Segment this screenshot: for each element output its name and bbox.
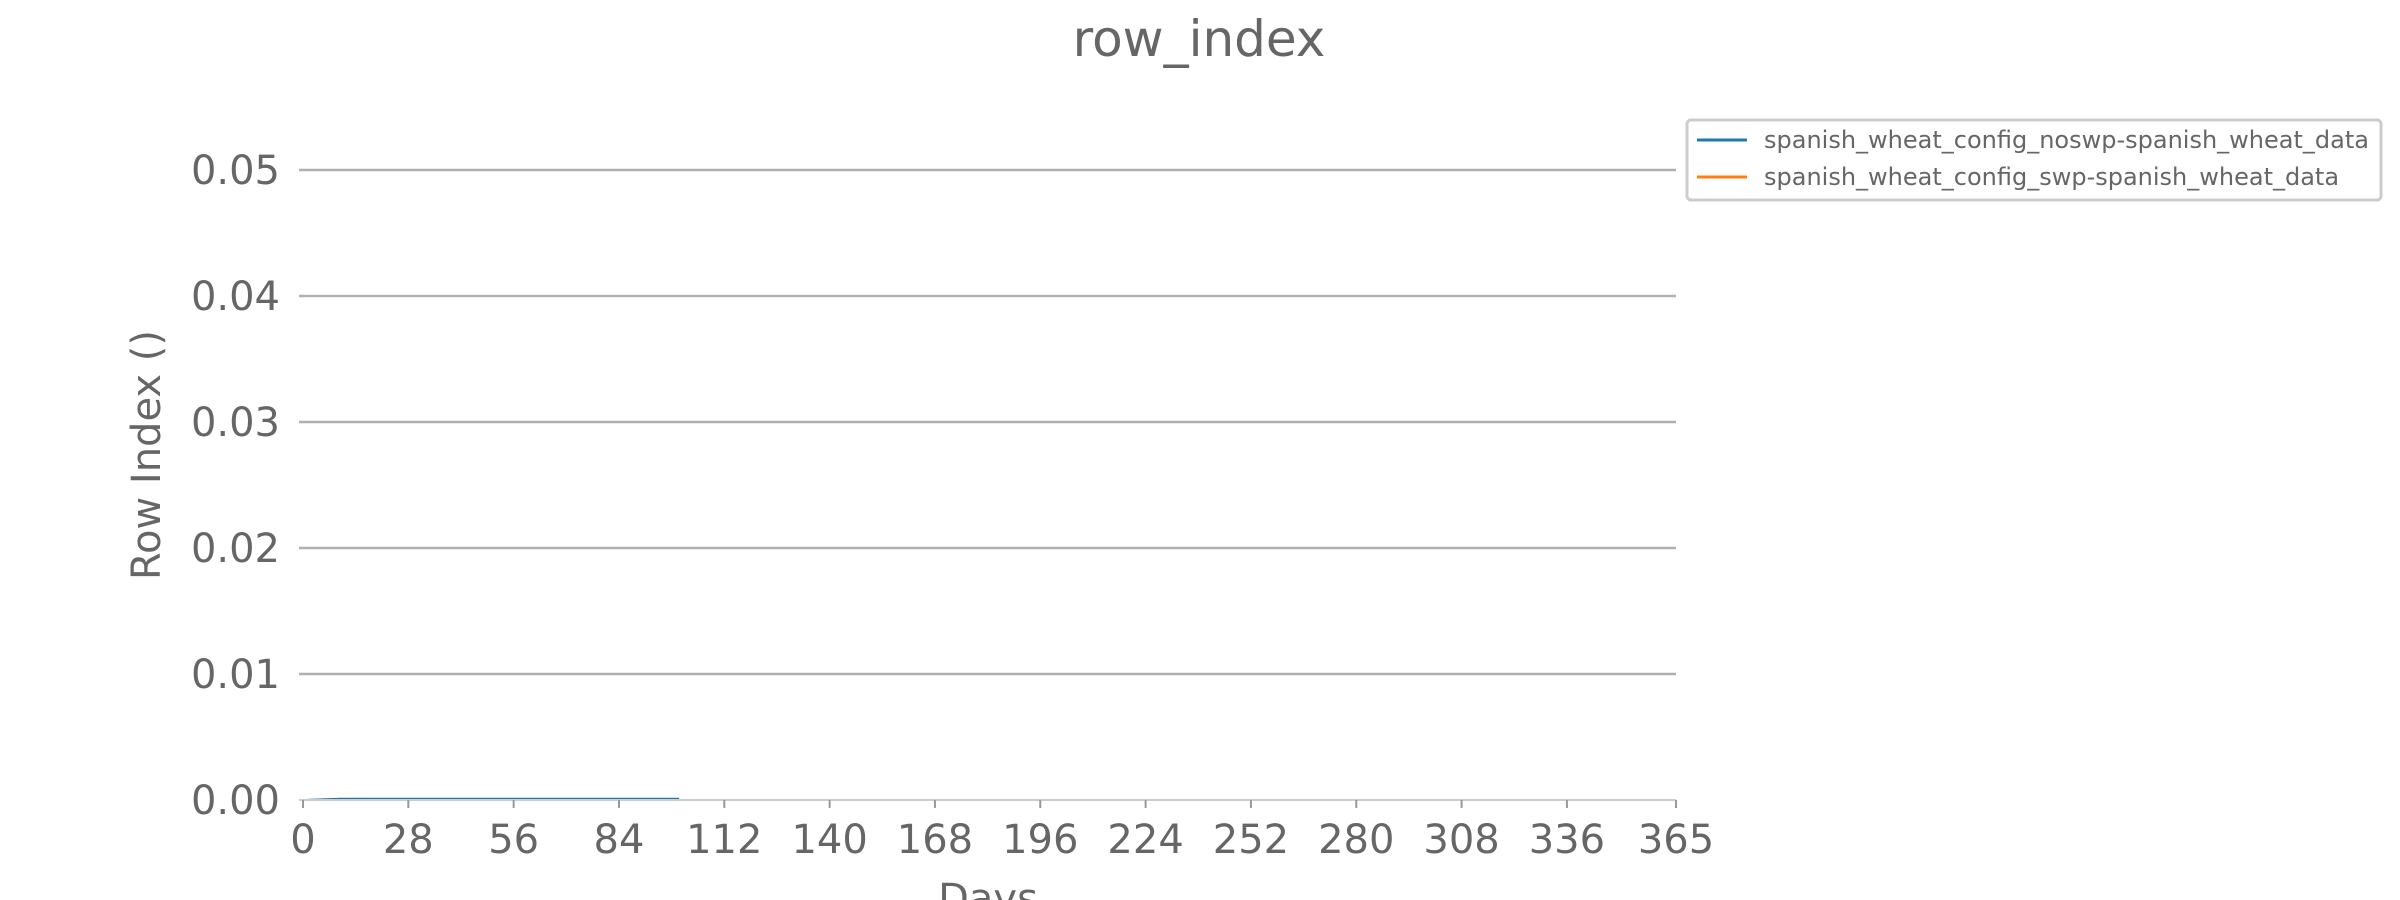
x-axis-label: Days [938,876,1038,900]
y-axis-label: Row Index () [124,330,170,580]
x-tick-label: 308 [1423,817,1499,863]
chart-title: row_index [1073,10,1326,68]
x-tick-label: 168 [897,817,973,863]
x-tick-label: 196 [1002,817,1078,863]
x-tick-label: 280 [1318,817,1394,863]
axes: 0.00 0.01 0.02 0.03 0.04 0.05 0 28 56 84 112 140 168… [191,148,1714,863]
y-tick-label: 0.01 [191,652,280,698]
y-tick-label: 0.05 [191,148,280,194]
x-tick-label: 112 [686,817,762,863]
x-tick-label: 365 [1638,817,1714,863]
x-tick-label: 224 [1107,817,1183,863]
series-line-1 [302,797,680,801]
legend-box [1685,118,2383,202]
legend-label: spanish_wheat_config_noswp-spanish_wheat… [1764,126,2369,154]
x-tick-label: 336 [1529,817,1605,863]
legend: spanish_wheat_config_noswp-spanish_wheat… [1685,118,2383,202]
y-tick-label: 0.03 [191,400,280,446]
y-tick-label: 0.04 [191,274,280,320]
x-tick-label: 0 [290,817,315,863]
x-tick-label: 84 [594,817,645,863]
legend-label: spanish_wheat_config_swp-spanish_wheat_d… [1764,163,2339,191]
x-tick-label: 28 [383,817,434,863]
x-tick-label: 140 [791,817,867,863]
y-tick-label: 0.00 [191,778,280,824]
x-tick-label: 56 [488,817,539,863]
x-tick-label: 252 [1213,817,1289,863]
y-tick-label: 0.02 [191,526,280,572]
grid [299,168,1676,676]
